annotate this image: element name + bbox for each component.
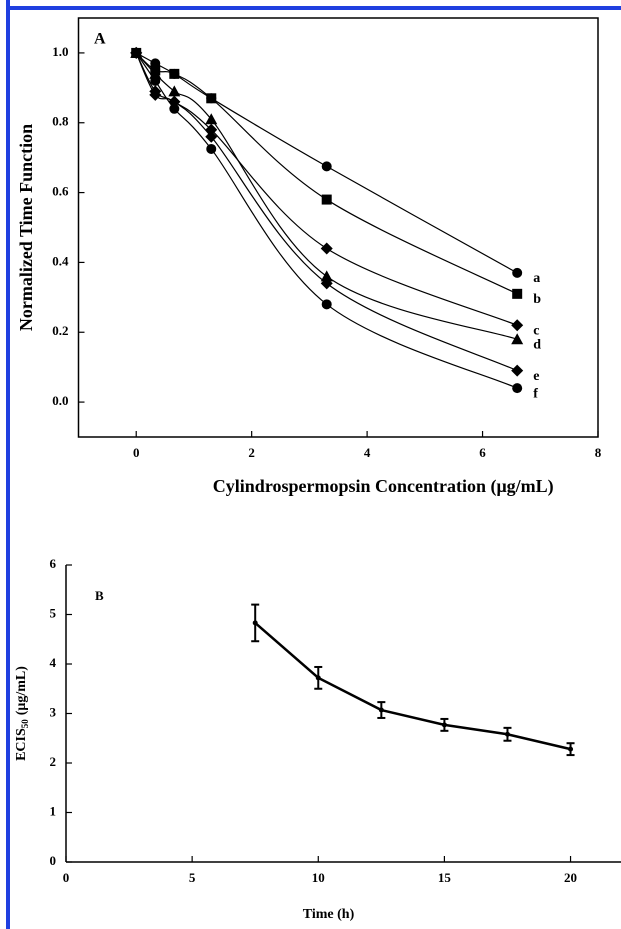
y-tick-label: 0.8 [52, 114, 69, 129]
y-tick-label: 4 [50, 655, 57, 670]
x-tick-label: 5 [189, 870, 196, 885]
y-tick-label: 5 [50, 605, 57, 620]
series-label: d [533, 337, 541, 352]
y-tick-label: 0.4 [52, 253, 69, 268]
point [252, 620, 258, 626]
x-axis-label: Cylindrospermopsin Concentration (μg/mL) [213, 476, 554, 497]
x-tick-label: 10 [312, 870, 325, 885]
marker [511, 319, 524, 332]
y-axis-label-sub: 50 [20, 719, 30, 729]
point [441, 722, 447, 728]
fit-curve [135, 52, 518, 295]
marker [205, 130, 218, 143]
marker [169, 103, 180, 114]
marker [320, 242, 333, 255]
marker [149, 88, 162, 101]
x-tick-label: 15 [438, 870, 452, 885]
x-tick-label: 4 [364, 445, 371, 460]
series-label: e [533, 369, 539, 384]
x-tick-label: 20 [564, 870, 577, 885]
point [568, 746, 574, 752]
y-axis-label: Normalized Time Function [16, 124, 36, 331]
annotation: A [94, 31, 106, 48]
y-tick-label: 2 [50, 754, 57, 769]
y-tick-label: 0.0 [52, 393, 68, 408]
marker [321, 194, 332, 205]
point [378, 707, 384, 713]
point [315, 675, 321, 681]
marker [131, 47, 142, 58]
x-tick-label: 0 [63, 870, 70, 885]
marker [168, 85, 181, 97]
y-tick-label: 1 [50, 803, 57, 818]
line [254, 621, 571, 751]
marker [169, 68, 180, 79]
x-tick-label: 8 [595, 445, 602, 460]
marker [206, 143, 217, 154]
series-label: a [533, 271, 540, 286]
y-axis-label-main: ECIS [14, 728, 29, 761]
x-tick-label: 0 [133, 445, 140, 460]
y-tick-label: 6 [50, 556, 57, 571]
marker [511, 364, 524, 377]
series-label: b [533, 292, 541, 307]
series-label: c [533, 323, 539, 338]
marker [512, 383, 523, 394]
marker [511, 333, 524, 345]
y-axis-label-unit: (μg/mL) [14, 666, 29, 715]
marker [512, 288, 523, 299]
y-tick-label: 0.2 [52, 323, 68, 338]
marker [320, 270, 333, 282]
y-tick-label: 0.6 [52, 184, 69, 199]
annotation: B [95, 588, 104, 603]
series-label: f [533, 386, 538, 401]
y-tick-label: 1.0 [52, 44, 68, 59]
x-axis-label: Time (h) [303, 907, 355, 922]
marker [205, 113, 218, 125]
fit-curve [135, 52, 518, 389]
x-tick-label: 2 [248, 445, 255, 460]
marker [150, 75, 161, 86]
marker [512, 267, 523, 278]
marker [320, 277, 333, 290]
y-tick-label: 0 [50, 853, 57, 868]
point [504, 731, 510, 737]
y-tick-label: 3 [50, 704, 57, 719]
x-tick-label: 6 [479, 445, 486, 460]
marker [321, 161, 332, 172]
marker [206, 93, 217, 104]
marker [321, 299, 332, 310]
plot-frame [77, 17, 599, 438]
y-axis-label: ECIS50 (μg/mL) [14, 666, 30, 761]
